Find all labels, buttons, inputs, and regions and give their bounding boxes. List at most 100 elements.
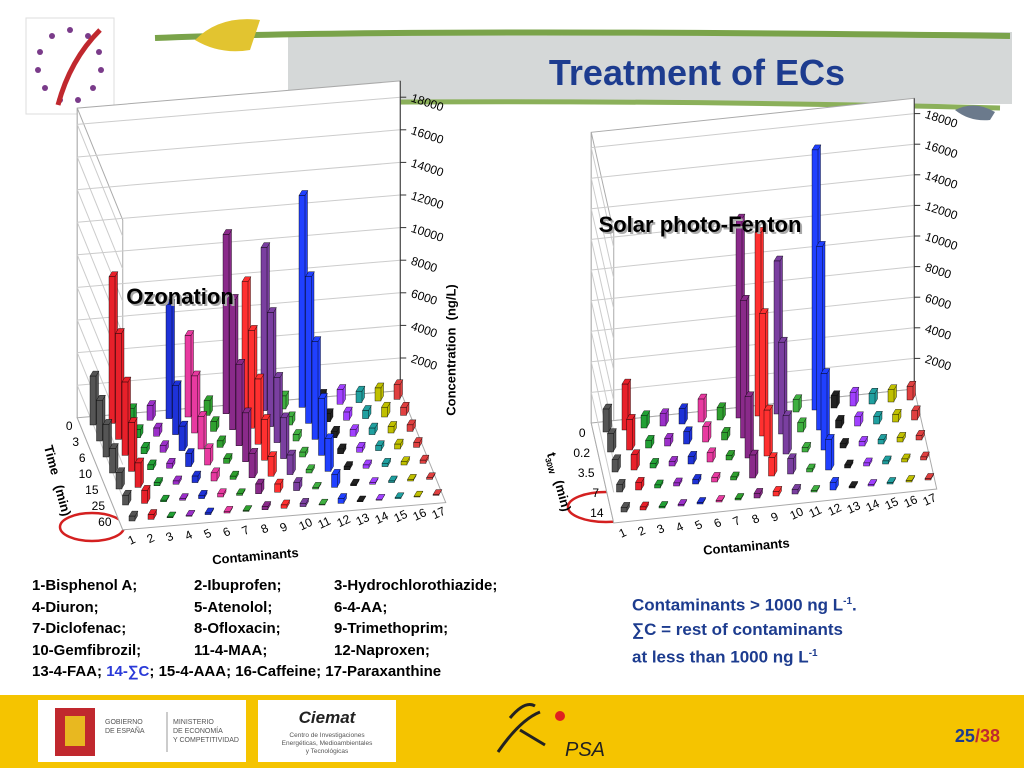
bar (607, 427, 617, 453)
legend-item: 14-∑C (106, 663, 150, 680)
bar-front (146, 405, 154, 421)
bar (867, 478, 878, 487)
grid-line (590, 300, 615, 401)
bar (868, 387, 879, 405)
bar-front (887, 389, 895, 403)
grid-line (590, 392, 615, 493)
bar-front (128, 422, 135, 472)
x-tick-label: 14 (864, 496, 882, 514)
bar-front (702, 426, 709, 443)
bar-front (630, 454, 638, 471)
bar (706, 447, 717, 463)
grid-line (77, 194, 401, 223)
bar-front (759, 313, 766, 437)
bar-front (706, 452, 714, 463)
x-axis-label: Contaminants (212, 545, 300, 567)
bar-front (172, 480, 180, 485)
bar-front (286, 454, 294, 475)
bar-front (711, 477, 718, 483)
bar (204, 507, 215, 516)
y-tick-label: 12000 (409, 189, 445, 213)
bar-front (716, 407, 724, 421)
bar-front (791, 489, 799, 495)
x-tick-label: 9 (769, 509, 781, 525)
legend-row: 13-4-FAA; 14-∑C; 15-4-AAA; 16-Caffeine; … (32, 661, 554, 683)
bar (782, 410, 793, 455)
depth-tick-label: 0 (579, 426, 586, 440)
bar (248, 447, 259, 479)
footer-ministry: MINISTERIO (173, 719, 214, 726)
depth-axis-label: Time (min) (41, 444, 74, 518)
bar-front (236, 493, 243, 496)
bar (331, 468, 341, 489)
bar-front (906, 386, 914, 401)
coat-of-arms (65, 716, 85, 746)
bar-front (753, 493, 761, 499)
bar (280, 499, 291, 509)
bar (639, 501, 650, 511)
bar-front (331, 474, 338, 488)
x-tick-label: 7 (731, 513, 743, 529)
depth-unit: (min) (551, 478, 574, 513)
legend-item: 5-Atenolol; (194, 598, 273, 616)
bar-front (355, 390, 363, 403)
bar (305, 464, 316, 474)
bar (896, 431, 907, 443)
bar (210, 467, 221, 482)
highlight (58, 511, 126, 543)
x-tick-label: 10 (297, 515, 315, 533)
bar (223, 452, 233, 465)
x-tick-label: 4 (674, 519, 686, 535)
bar (172, 475, 183, 485)
x-tick-label: 17 (430, 504, 448, 522)
bar-front (153, 427, 160, 437)
bar-front (261, 506, 269, 511)
bar (791, 483, 802, 495)
bar-front (678, 408, 686, 425)
bar (749, 449, 759, 479)
bar (312, 481, 322, 490)
legend-row: 7-Diclofenac; 8-Ofloxacin; 9-Trimethoprim; (32, 618, 554, 640)
bar-front (867, 484, 875, 487)
bar-front (122, 495, 129, 506)
bar (255, 478, 265, 495)
bar-front (159, 445, 167, 453)
bar (419, 454, 430, 465)
x-tick-label: 14 (373, 508, 391, 526)
x-tick-label: 8 (750, 511, 762, 527)
bar (387, 420, 398, 434)
depth-tick-label: 0.2 (573, 446, 590, 460)
bar (734, 492, 745, 501)
page-current: 25 (955, 726, 975, 746)
bar-front (261, 419, 268, 461)
bar (198, 489, 208, 500)
x-tick-label: 6 (221, 524, 233, 540)
bar (356, 441, 366, 453)
bar-front (621, 383, 629, 431)
bar-front (102, 424, 110, 458)
note-sup: -1 (808, 647, 818, 659)
bar-front (677, 504, 685, 507)
grid-line (591, 327, 915, 363)
bar (336, 383, 347, 405)
bar (640, 410, 651, 429)
bar-front (858, 441, 866, 447)
y-tick-label: 16000 (409, 123, 445, 147)
legend-item: 2-Ibuprofen; (194, 577, 282, 594)
bar (375, 439, 385, 452)
bar-front (128, 515, 136, 522)
bar-front (882, 460, 889, 465)
bar (792, 394, 803, 413)
bar-front (854, 416, 861, 427)
note-text: ∑C = rest of contaminants (632, 619, 843, 639)
header-splash (955, 105, 995, 121)
bar (810, 484, 821, 493)
legend-item: 12-Naproxen; (334, 641, 430, 659)
bar-front (248, 330, 255, 429)
grid-line (591, 113, 915, 149)
bar-front (369, 482, 376, 485)
bar (668, 455, 679, 467)
header-band (288, 32, 1012, 104)
bar (324, 433, 335, 473)
bar (711, 471, 721, 483)
